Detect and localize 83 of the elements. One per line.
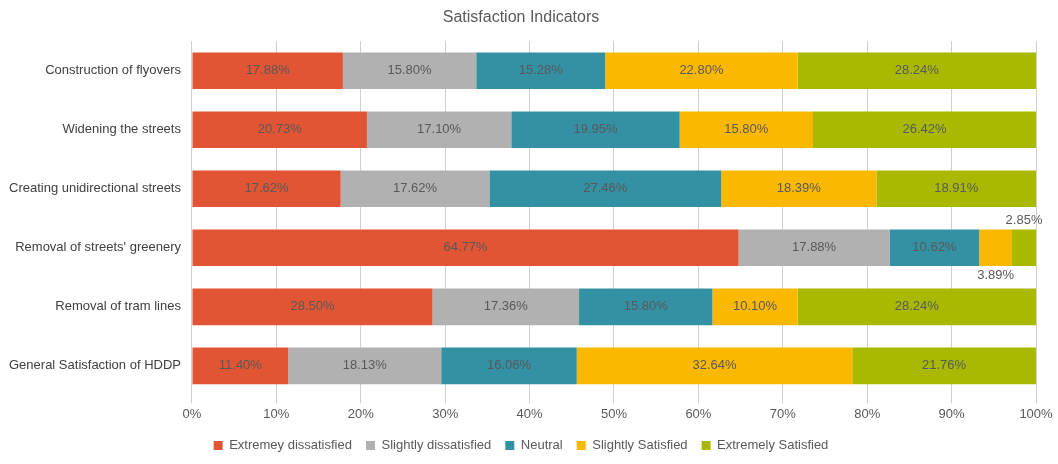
data-label: 18.13% bbox=[342, 357, 388, 373]
x-tick-label: 0% bbox=[182, 405, 202, 421]
data-label: 28.24% bbox=[894, 298, 940, 314]
bar bbox=[579, 288, 713, 326]
x-tick-label: 80% bbox=[854, 405, 881, 421]
y-tick-label: Widening the streets bbox=[62, 121, 182, 137]
x-tick-label: 70% bbox=[769, 405, 797, 421]
bar bbox=[738, 229, 890, 267]
bar bbox=[288, 347, 442, 385]
data-label: 20.73% bbox=[257, 121, 303, 137]
bar bbox=[476, 52, 606, 90]
bar bbox=[979, 229, 1013, 267]
data-label: 19.95% bbox=[573, 121, 618, 137]
bar bbox=[192, 170, 341, 208]
y-tick-label: Construction of flyovers bbox=[45, 62, 182, 78]
bar bbox=[813, 111, 1036, 149]
bar bbox=[797, 288, 1036, 326]
bar bbox=[192, 111, 367, 149]
data-label: 32.64% bbox=[692, 357, 737, 373]
bar bbox=[605, 52, 798, 90]
bar bbox=[192, 347, 289, 385]
x-tick-label: 30% bbox=[432, 405, 459, 421]
legend-label: Slightly Satisfied bbox=[592, 437, 688, 453]
bar bbox=[340, 170, 490, 208]
data-label: 28.50% bbox=[290, 298, 335, 314]
data-label: 22.80% bbox=[679, 62, 724, 78]
bar bbox=[366, 111, 512, 149]
legend-label: Extremey dissatisfied bbox=[229, 437, 352, 453]
legend-label: Neutral bbox=[520, 437, 563, 453]
data-label: 17.62% bbox=[244, 180, 290, 196]
bar bbox=[679, 111, 814, 149]
bar bbox=[342, 52, 477, 90]
data-label: 17.10% bbox=[417, 121, 462, 137]
x-tick-label: 90% bbox=[938, 405, 966, 421]
bar bbox=[876, 170, 1036, 208]
bar bbox=[489, 170, 722, 208]
data-label: 21.76% bbox=[922, 357, 967, 373]
bar bbox=[441, 347, 577, 385]
data-label: 27.46% bbox=[583, 180, 628, 196]
legend-label: Extremely Satisfied bbox=[717, 437, 829, 453]
bar bbox=[852, 347, 1036, 385]
data-label: 28.24% bbox=[894, 62, 940, 78]
x-tick-label: 20% bbox=[347, 405, 375, 421]
y-tick-label: Removal of streets' greenery bbox=[15, 239, 182, 255]
bar bbox=[576, 347, 853, 385]
data-label: 10.62% bbox=[912, 239, 957, 255]
data-label: 17.88% bbox=[792, 239, 837, 255]
chart-title: Satisfaction Indicators bbox=[442, 8, 600, 26]
x-tick-label: 40% bbox=[516, 405, 544, 421]
data-label: 15.80% bbox=[387, 62, 433, 78]
bar bbox=[712, 288, 798, 326]
x-tick-label: 100% bbox=[1019, 405, 1054, 421]
bar bbox=[511, 111, 680, 149]
bar bbox=[1012, 229, 1036, 267]
data-label: 17.62% bbox=[393, 180, 438, 196]
data-label: 17.88% bbox=[245, 62, 291, 78]
data-label: 26.42% bbox=[902, 121, 947, 137]
data-label: 18.39% bbox=[776, 180, 822, 196]
bar bbox=[192, 288, 433, 326]
x-tick-label: 10% bbox=[263, 405, 290, 421]
data-label: 18.91% bbox=[934, 180, 979, 196]
data-label: 10.10% bbox=[732, 298, 778, 314]
x-tick-label: 50% bbox=[600, 405, 628, 421]
legend-label: Slightly dissatisfied bbox=[381, 437, 492, 453]
y-tick-label: Removal of tram lines bbox=[55, 298, 182, 314]
bar bbox=[432, 288, 580, 326]
x-tick-label: 60% bbox=[685, 405, 712, 421]
y-tick-label: General Satisfaction of HDDP bbox=[9, 357, 181, 373]
bar bbox=[192, 52, 343, 90]
y-tick-label: Creating unidirectional streets bbox=[8, 180, 182, 196]
bar bbox=[192, 229, 739, 267]
bar bbox=[721, 170, 877, 208]
bar bbox=[797, 52, 1036, 90]
data-label: 11.40% bbox=[218, 357, 263, 373]
data-label: 16.06% bbox=[486, 357, 532, 373]
data-label: 15.80% bbox=[724, 121, 769, 137]
data-label: 15.28% bbox=[518, 62, 564, 78]
data-label: 15.80% bbox=[623, 298, 669, 314]
data-label: 3.89% bbox=[977, 266, 1015, 282]
data-label: 64.77% bbox=[443, 239, 489, 255]
bar bbox=[889, 229, 980, 267]
data-label: 17.36% bbox=[483, 298, 529, 314]
data-label: 2.85% bbox=[1005, 212, 1043, 228]
